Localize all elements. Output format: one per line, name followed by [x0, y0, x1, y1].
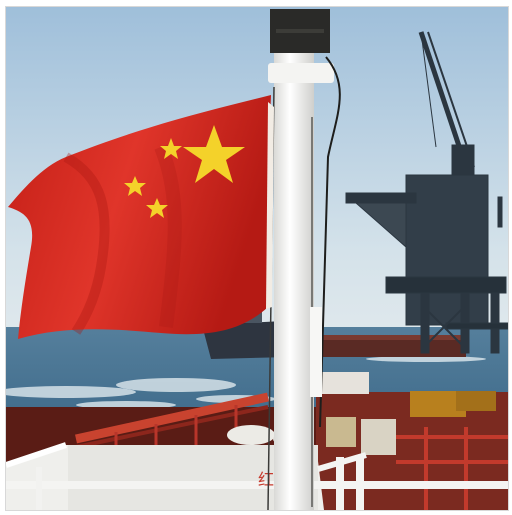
photo-scene: 红 [5, 6, 509, 511]
hull-text: 红 [258, 470, 274, 489]
small-star-2 [124, 176, 146, 196]
mast [268, 9, 341, 510]
oil-platform [345, 31, 508, 354]
national-flag [8, 95, 274, 339]
large-star [183, 125, 245, 183]
small-star-1 [160, 138, 182, 159]
small-star-3 [146, 198, 168, 218]
